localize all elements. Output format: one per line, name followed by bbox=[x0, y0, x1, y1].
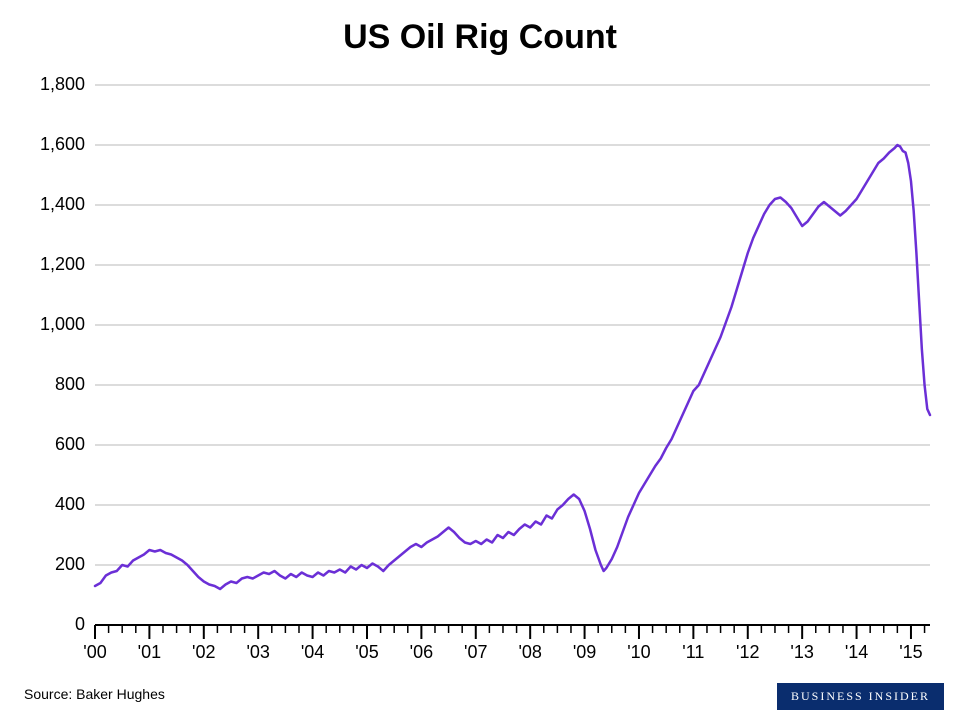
y-tick-label: 1,800 bbox=[40, 74, 85, 94]
x-tick-label: '01 bbox=[138, 642, 161, 662]
source-text: Source: Baker Hughes bbox=[24, 686, 165, 702]
x-tick-label: '10 bbox=[627, 642, 650, 662]
brand-badge: BUSINESS INSIDER bbox=[777, 683, 944, 710]
x-tick-label: '13 bbox=[790, 642, 813, 662]
y-tick-label: 600 bbox=[55, 434, 85, 454]
x-tick-label: '12 bbox=[736, 642, 759, 662]
y-tick-label: 1,600 bbox=[40, 134, 85, 154]
x-tick-label: '05 bbox=[355, 642, 378, 662]
y-tick-label: 800 bbox=[55, 374, 85, 394]
x-tick-label: '03 bbox=[246, 642, 269, 662]
y-tick-label: 1,200 bbox=[40, 254, 85, 274]
y-tick-label: 200 bbox=[55, 554, 85, 574]
x-tick-label: '07 bbox=[464, 642, 487, 662]
data-line bbox=[95, 145, 930, 589]
x-tick-label: '04 bbox=[301, 642, 324, 662]
y-tick-label: 1,000 bbox=[40, 314, 85, 334]
x-tick-label: '14 bbox=[845, 642, 868, 662]
x-tick-label: '02 bbox=[192, 642, 215, 662]
y-tick-label: 400 bbox=[55, 494, 85, 514]
y-tick-label: 0 bbox=[75, 614, 85, 634]
x-tick-label: '11 bbox=[682, 642, 704, 662]
x-tick-label: '08 bbox=[518, 642, 541, 662]
x-tick-label: '06 bbox=[410, 642, 433, 662]
chart-plot: 0 200 400 600 800 1,000 1,200 1,400 1,600 1,800 '0… bbox=[0, 0, 960, 720]
x-tick-label: '09 bbox=[573, 642, 596, 662]
y-tick-label: 1,400 bbox=[40, 194, 85, 214]
chart-container: US Oil Rig Count 02004006008001,0001,200… bbox=[0, 0, 960, 720]
x-tick-label: '15 bbox=[899, 642, 922, 662]
x-tick-label: '00 bbox=[83, 642, 106, 662]
